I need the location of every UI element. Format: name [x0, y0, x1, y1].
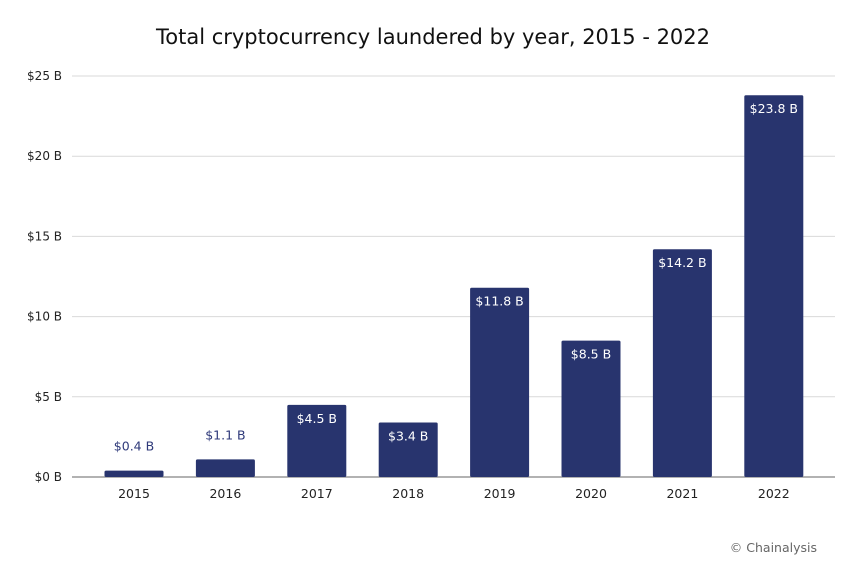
- bar-2022: [744, 95, 804, 478]
- data-label: $1.1 B: [205, 427, 245, 442]
- data-label: $11.8 B: [475, 294, 523, 309]
- chart-title: Total cryptocurrency laundered by year, …: [155, 25, 710, 49]
- y-tick-label: $15 B: [27, 229, 62, 243]
- bar-2017: [287, 404, 347, 477]
- bar-2015: [104, 470, 164, 477]
- y-tick-label: $10 B: [27, 310, 62, 324]
- data-label: $0.4 B: [114, 439, 154, 454]
- x-tick-label: 2021: [666, 486, 698, 501]
- data-label: $23.8 B: [750, 101, 798, 116]
- x-tick-label: 2019: [484, 486, 516, 501]
- x-tick-label: 2022: [758, 486, 790, 501]
- y-tick-label: $0 B: [35, 470, 62, 484]
- data-label: $14.2 B: [658, 255, 706, 270]
- data-label: $8.5 B: [571, 347, 611, 362]
- x-tick-label: 2017: [301, 486, 333, 501]
- bar-2018: [378, 422, 438, 477]
- bar-2020: [561, 340, 621, 477]
- x-tick-label: 2016: [209, 486, 241, 501]
- y-tick-label: $20 B: [27, 149, 62, 163]
- y-tick-label: $5 B: [35, 390, 62, 404]
- bar-2016: [195, 459, 255, 477]
- x-tick-label: 2020: [575, 486, 607, 501]
- data-label: $3.4 B: [388, 428, 428, 443]
- bar-2021: [652, 249, 712, 477]
- data-label: $4.5 B: [297, 411, 337, 426]
- credit-text: © Chainalysis: [730, 540, 817, 555]
- bar-2019: [470, 287, 530, 477]
- x-tick-label: 2015: [118, 486, 150, 501]
- x-tick-label: 2018: [392, 486, 424, 501]
- y-tick-label: $25 B: [27, 69, 62, 83]
